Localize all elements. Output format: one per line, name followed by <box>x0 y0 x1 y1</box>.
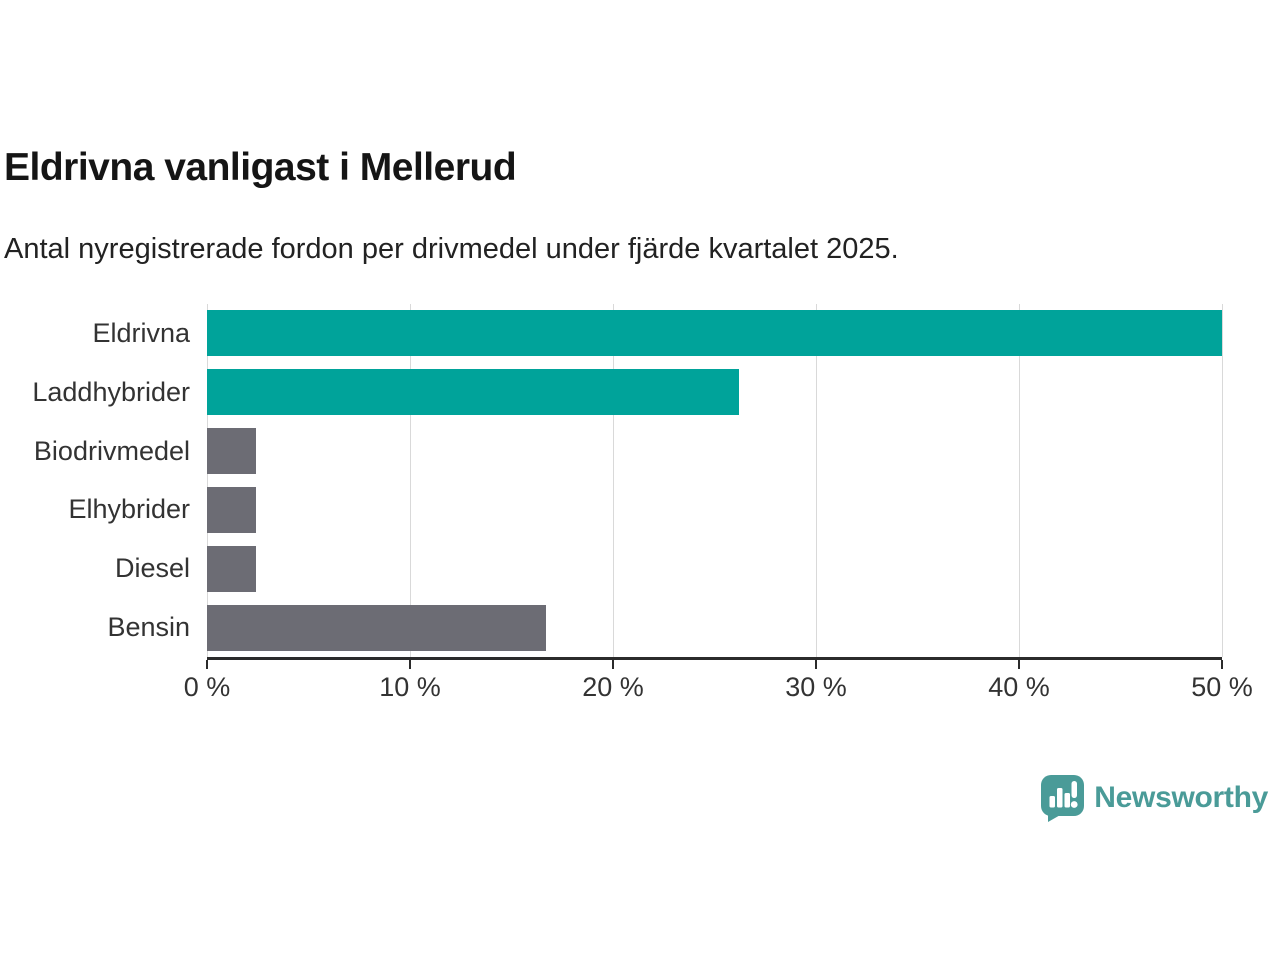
page-title: Eldrivna vanligast i Mellerud <box>4 146 517 189</box>
x-tick-label: 0 % <box>183 672 231 702</box>
page-subtitle: Antal nyregistrerade fordon per drivmede… <box>4 233 899 265</box>
bar-row <box>207 598 1222 657</box>
newsworthy-logo-icon <box>1041 775 1085 822</box>
x-tick-mark <box>612 660 614 669</box>
bar-row <box>207 304 1222 363</box>
gridline <box>816 304 817 657</box>
category-label-bensin: Bensin <box>107 612 190 643</box>
category-label-biodrivmedel: Biodrivmedel <box>33 435 190 466</box>
x-tick-mark <box>1221 660 1223 669</box>
gridline <box>1019 304 1020 657</box>
bar-diesel <box>207 545 256 592</box>
x-tick-label: 30 % <box>785 672 847 702</box>
gridline <box>410 304 411 657</box>
category-label-eldrivna: Eldrivna <box>92 317 190 348</box>
x-tick-mark <box>1018 660 1020 669</box>
bar-chart: Eldrivna Laddhybrider Biodrivmedel Elhybrid… <box>32 304 1253 702</box>
bar-row <box>207 480 1222 539</box>
y-axis-labels: Eldrivna Laddhybrider Biodrivmedel Elhybrid… <box>0 304 190 657</box>
category-label-diesel: Diesel <box>114 553 190 584</box>
x-tick-mark <box>409 660 411 669</box>
x-axis-line <box>207 657 1222 660</box>
bar-eldrivna <box>207 310 1222 357</box>
x-tick-mark <box>206 660 208 669</box>
x-tick-mark <box>815 660 817 669</box>
x-tick-label: 20 % <box>582 672 644 702</box>
x-tick-label: 40 % <box>988 672 1050 702</box>
gridline <box>613 304 614 657</box>
x-tick-label: 10 % <box>379 672 441 702</box>
x-axis: 0 % 10 % 20 % 30 % 40 % 50 % <box>184 660 1253 708</box>
plot-area <box>207 304 1223 657</box>
x-tick-label: 50 % <box>1191 672 1253 702</box>
bar-row <box>207 422 1222 481</box>
category-label-laddhybrider: Laddhybrider <box>32 376 190 407</box>
bar-bensin <box>207 604 546 651</box>
gridline <box>1222 304 1223 657</box>
category-label-elhybrider: Elhybrider <box>68 494 190 525</box>
bar-laddhybrider <box>207 369 739 416</box>
gridline <box>207 304 208 657</box>
bar-elhybrider <box>207 486 256 533</box>
bar-row <box>207 363 1222 422</box>
bar-biodrivmedel <box>207 428 256 475</box>
newsworthy-logo-text: Newsworthy <box>1094 781 1268 814</box>
newsworthy-brand: Newsworthy <box>1040 774 1268 822</box>
bar-row <box>207 539 1222 598</box>
